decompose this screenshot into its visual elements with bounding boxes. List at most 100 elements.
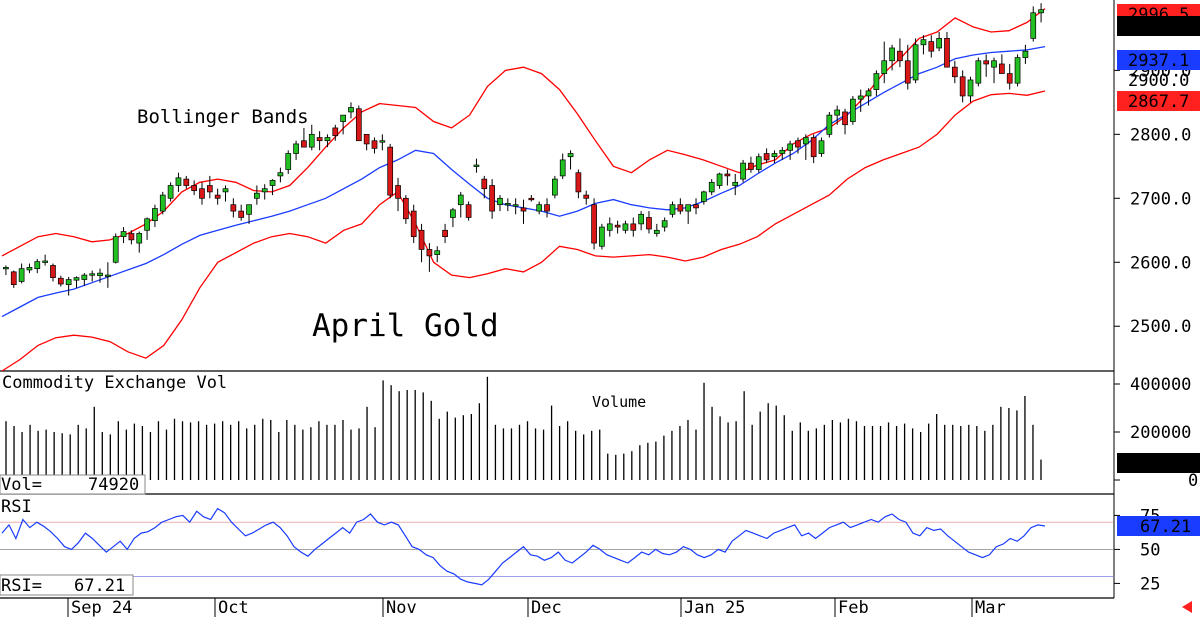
price-tag-label: 2937.1: [1128, 51, 1189, 71]
candle: [834, 105, 841, 125]
candle: [881, 41, 888, 84]
volume-tick-label: 400000: [1130, 375, 1191, 395]
candle-body-up: [504, 203, 511, 206]
candle: [261, 184, 268, 200]
price-tag-label: 2994.8: [1128, 17, 1189, 37]
candle: [693, 198, 699, 215]
candle-body-up: [246, 204, 252, 215]
candle: [512, 198, 519, 215]
scroll-arrow-icon[interactable]: [1182, 601, 1192, 613]
candle: [57, 275, 64, 287]
candle-body-up: [269, 180, 276, 186]
candle-body-up: [779, 149, 786, 154]
candle: [105, 262, 111, 288]
candle-body-down: [575, 172, 582, 193]
candle-body-up: [661, 220, 668, 228]
candle-body-down: [646, 217, 652, 230]
price-plot-area: [1, 3, 1046, 372]
candle: [787, 140, 793, 160]
candle: [324, 134, 331, 148]
candle: [959, 70, 966, 103]
volume-panel-title: Commodity Exchange Vol: [2, 373, 227, 393]
x-tick-label: Feb: [838, 598, 869, 617]
candle-body-up: [802, 137, 809, 145]
candle: [967, 76, 974, 103]
candle-body-up: [450, 209, 456, 218]
candle-body-down: [897, 50, 903, 62]
rsi-readout-label: RSI=: [1, 576, 42, 596]
candle: [387, 143, 394, 199]
candle-body-down: [191, 185, 197, 191]
candle: [528, 195, 535, 202]
candle-body-down: [183, 178, 190, 186]
candle: [442, 223, 448, 244]
candle: [779, 147, 786, 160]
candle-body-up: [889, 47, 895, 62]
candle-body-up: [254, 192, 260, 199]
candle: [842, 108, 848, 135]
candle: [230, 198, 237, 218]
candle-body-up: [434, 250, 441, 255]
candle: [1038, 3, 1044, 23]
candle-body-up: [222, 188, 229, 193]
candle-body-down: [591, 204, 597, 244]
candle: [748, 156, 754, 173]
candle-body-down: [418, 229, 425, 250]
candle-body-up: [348, 107, 354, 113]
candle-body-up: [685, 204, 692, 212]
candle-body-down: [10, 271, 17, 285]
candle: [873, 70, 880, 96]
candle: [465, 201, 472, 221]
candle: [65, 276, 72, 296]
candle-body-up: [473, 164, 480, 167]
candle: [951, 60, 958, 84]
candle: [716, 172, 723, 189]
candle: [167, 182, 174, 202]
candle: [991, 57, 997, 84]
rsi-plot-area: [0, 507, 1114, 586]
candle: [661, 217, 668, 232]
candle-body-down: [528, 197, 535, 201]
candle: [912, 38, 919, 84]
candle: [175, 172, 182, 192]
candle: [277, 167, 284, 183]
candle-body-up: [669, 204, 676, 215]
candle-body-up: [73, 277, 80, 281]
candle: [254, 185, 260, 205]
candle-body-down: [403, 197, 409, 220]
candle: [481, 175, 488, 199]
candle: [316, 131, 323, 151]
candle-body-up: [920, 39, 927, 46]
candle-body-down: [301, 140, 307, 148]
candle: [591, 198, 597, 250]
volume-last-tag-bg: [1117, 453, 1200, 473]
candle: [1022, 44, 1029, 64]
rsi-readout-box: [0, 574, 134, 596]
price-tick-label: 2500.0: [1130, 317, 1191, 337]
candle: [936, 31, 942, 52]
price-tick-label: 2700.0: [1130, 189, 1191, 209]
candle: [191, 180, 197, 196]
candle: [489, 179, 495, 219]
candle-body-up: [865, 90, 872, 97]
candle: [677, 198, 684, 215]
candle: [552, 175, 558, 199]
candle: [1014, 54, 1021, 87]
candle-body-down: [57, 277, 64, 285]
x-tick-label: Oct: [218, 598, 249, 617]
candle: [183, 175, 190, 189]
candle: [865, 88, 872, 106]
candle-body-down: [465, 204, 472, 218]
candle: [473, 158, 480, 173]
candle: [857, 89, 864, 112]
candle-body-down: [795, 140, 801, 148]
candle-body-up: [638, 213, 644, 225]
candle-body-up: [716, 173, 723, 186]
candle: [763, 148, 770, 164]
candle: [701, 190, 707, 205]
candle-body-up: [857, 95, 864, 100]
candle: [755, 153, 762, 173]
candle: [920, 35, 927, 55]
candle-body-down: [693, 204, 699, 209]
candle: [559, 153, 566, 180]
